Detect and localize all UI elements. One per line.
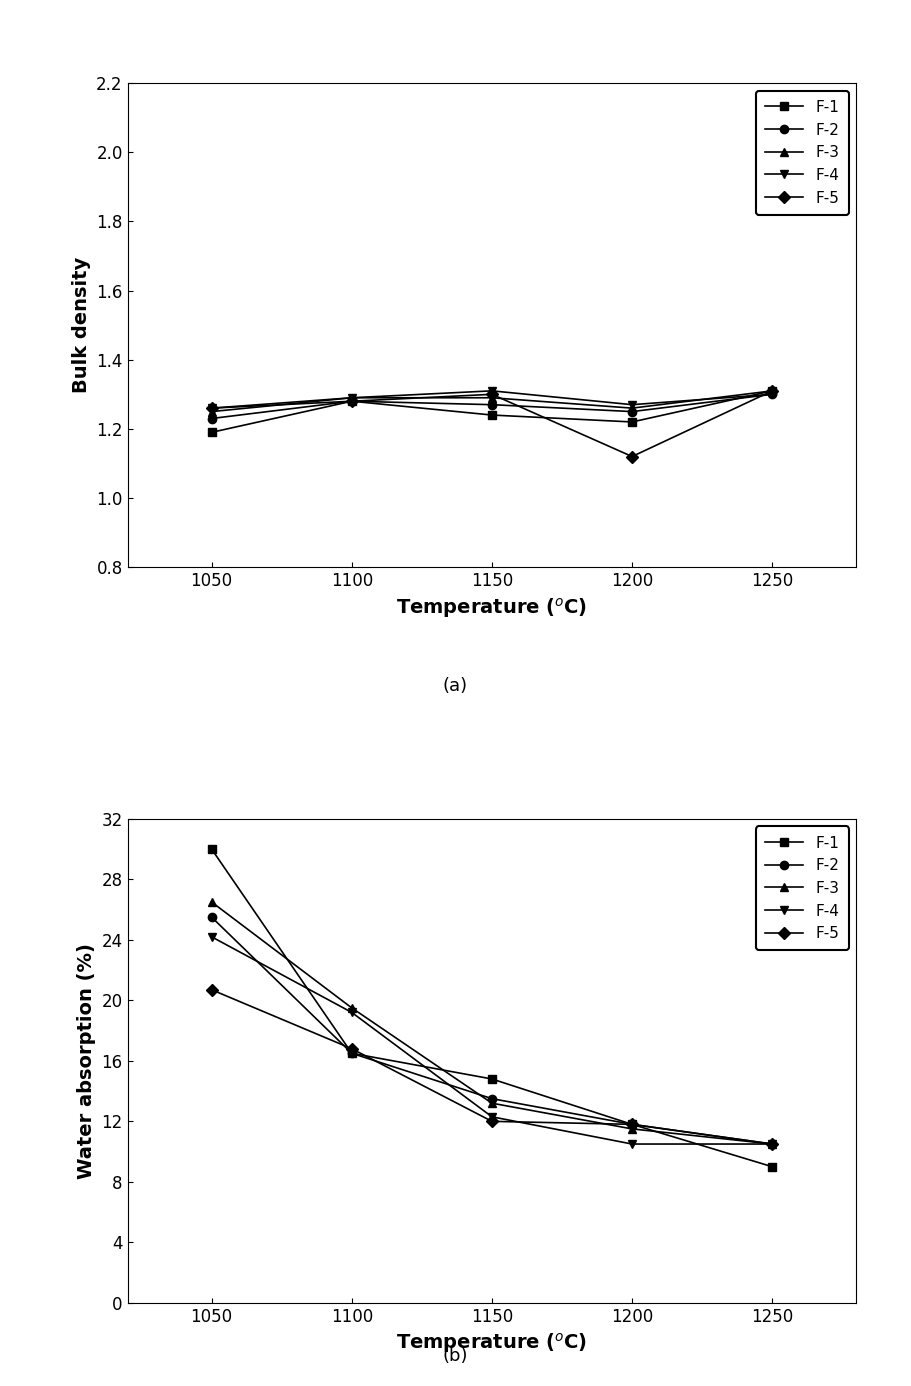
F-1 xyxy=(486,1070,497,1087)
F-1 xyxy=(206,841,217,858)
F-2 xyxy=(486,1091,497,1107)
F-2 xyxy=(767,385,778,402)
F-2 xyxy=(346,392,357,409)
F-2 xyxy=(206,410,217,427)
F-3 xyxy=(346,999,357,1016)
F-5 xyxy=(767,1135,778,1152)
F-3 xyxy=(767,383,778,399)
Line: F-5: F-5 xyxy=(208,985,776,1148)
F-4 xyxy=(486,383,497,399)
F-5 xyxy=(206,981,217,998)
F-5 xyxy=(627,1116,638,1132)
F-3 xyxy=(486,1095,497,1112)
X-axis label: Temperature ($^o$C): Temperature ($^o$C) xyxy=(396,596,588,620)
F-5 xyxy=(206,399,217,416)
F-3 xyxy=(486,389,497,406)
Line: F-3: F-3 xyxy=(208,898,776,1148)
F-4 xyxy=(627,1135,638,1152)
F-4 xyxy=(346,389,357,406)
F-4 xyxy=(206,399,217,416)
Line: F-4: F-4 xyxy=(208,933,776,1148)
F-1 xyxy=(486,406,497,423)
Legend: F-1, F-2, F-3, F-4, F-5: F-1, F-2, F-3, F-4, F-5 xyxy=(756,91,849,215)
F-3 xyxy=(206,403,217,420)
Text: (a): (a) xyxy=(443,678,468,694)
F-5 xyxy=(346,1041,357,1058)
F-4 xyxy=(767,385,778,402)
Line: F-2: F-2 xyxy=(208,389,776,423)
Y-axis label: Bulk density: Bulk density xyxy=(72,256,90,394)
F-2 xyxy=(627,403,638,420)
F-4 xyxy=(206,929,217,945)
F-2 xyxy=(627,1116,638,1132)
F-3 xyxy=(346,389,357,406)
F-4 xyxy=(767,1135,778,1152)
F-5 xyxy=(486,385,497,402)
Legend: F-1, F-2, F-3, F-4, F-5: F-1, F-2, F-3, F-4, F-5 xyxy=(756,826,849,951)
Text: (b): (b) xyxy=(443,1347,468,1364)
X-axis label: Temperature ($^o$C): Temperature ($^o$C) xyxy=(396,1332,588,1356)
Line: F-2: F-2 xyxy=(208,913,776,1148)
F-4 xyxy=(346,1003,357,1020)
F-2 xyxy=(767,1135,778,1152)
Line: F-5: F-5 xyxy=(208,387,776,460)
Line: F-1: F-1 xyxy=(208,387,776,437)
F-4 xyxy=(627,396,638,413)
F-4 xyxy=(486,1109,497,1125)
F-2 xyxy=(206,909,217,926)
F-2 xyxy=(486,396,497,413)
F-1 xyxy=(767,1159,778,1175)
F-1 xyxy=(627,1116,638,1132)
Y-axis label: Water absorption (%): Water absorption (%) xyxy=(77,942,96,1178)
F-5 xyxy=(627,448,638,464)
F-5 xyxy=(767,383,778,399)
Line: F-1: F-1 xyxy=(208,845,776,1171)
F-1 xyxy=(627,413,638,430)
F-1 xyxy=(767,383,778,399)
F-2 xyxy=(346,1045,357,1062)
F-3 xyxy=(206,894,217,911)
F-1 xyxy=(346,1045,357,1062)
F-1 xyxy=(206,424,217,441)
F-3 xyxy=(627,399,638,416)
F-3 xyxy=(627,1121,638,1138)
Line: F-3: F-3 xyxy=(208,387,776,416)
F-1 xyxy=(346,392,357,409)
F-5 xyxy=(346,392,357,409)
F-5 xyxy=(486,1113,497,1130)
Line: F-4: F-4 xyxy=(208,387,776,412)
F-3 xyxy=(767,1135,778,1152)
